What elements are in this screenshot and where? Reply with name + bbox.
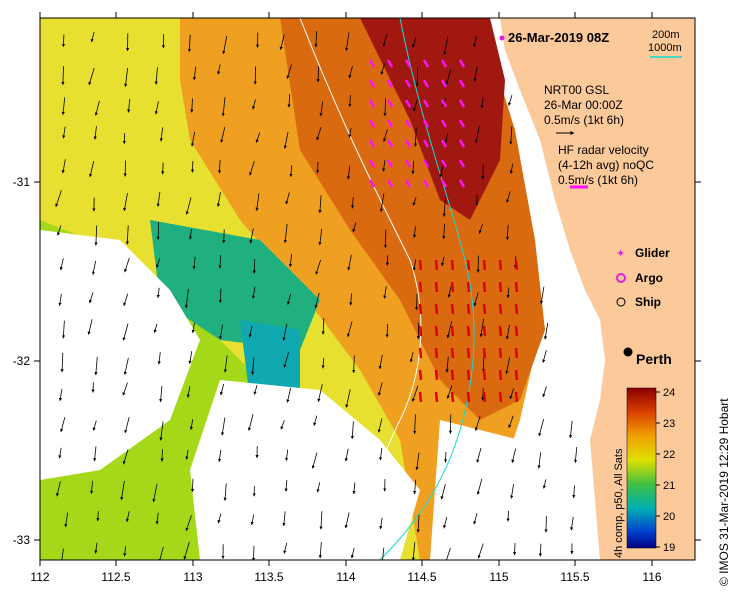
hf-radar-arrow-strong (500, 260, 501, 270)
x-tick-label: 114 (336, 570, 355, 584)
depth-legend-200: 200m (652, 29, 680, 41)
legend-glider: Glider (635, 246, 670, 260)
x-tick-label: 113 (183, 570, 202, 584)
model-velocity-arrow (387, 255, 388, 265)
hf-radar-arrow-strong (452, 348, 453, 358)
hf-radar-arrow-strong (420, 326, 421, 336)
hf-radar-arrow-strong (420, 370, 421, 380)
nrt-line-3: 0.5m/s (1kt 6h) (544, 113, 624, 127)
hf-radar-arrow-strong (436, 370, 437, 380)
hf-radar-arrow-strong (484, 282, 485, 292)
hf-line-3: 0.5m/s (1kt 6h) (558, 173, 638, 187)
colorbar-tick-label: 19 (663, 542, 675, 554)
hf-radar-arrow-strong (516, 260, 517, 270)
x-tick-label: 115.5 (560, 570, 589, 584)
colorbar-tick-label: 20 (663, 511, 675, 523)
hf-radar-arrow-strong (484, 370, 485, 380)
hf-radar-arrow-strong (452, 370, 453, 380)
glider-marker-icon: ✦ (616, 248, 625, 260)
hf-radar-arrow-strong (420, 392, 421, 402)
hf-radar-arrow-strong (468, 348, 469, 358)
hf-radar-arrow-strong (468, 260, 469, 270)
colorbar-tick-label: 24 (663, 387, 675, 399)
colorbar-bar (627, 388, 656, 548)
hf-radar-arrow-strong (484, 348, 485, 358)
hf-radar-arrow-strong (500, 304, 501, 314)
y-tick-label: -31 (13, 175, 31, 189)
depth-legend-1000: 1000m (648, 42, 682, 54)
hf-radar-arrow-strong (500, 348, 501, 358)
nrt-line-2: 26-Mar 00:00Z (544, 98, 623, 112)
hf-radar-arrow-strong (516, 392, 517, 402)
perth-label: Perth (636, 351, 672, 367)
hf-radar-arrow-strong (452, 326, 453, 336)
hf-radar-arrow-strong (436, 348, 437, 358)
hf-radar-arrow-strong (436, 392, 437, 402)
hf-radar-arrow-strong (420, 282, 421, 292)
hf-radar-arrow-strong (452, 260, 453, 270)
hf-radar-arrow-strong (468, 304, 469, 314)
hf-radar-arrow-strong (500, 282, 501, 292)
x-tick-label: 112.5 (101, 570, 130, 584)
hf-radar-arrow-strong (468, 326, 469, 336)
model-velocity-arrow (192, 479, 193, 492)
x-tick-label: 115 (489, 570, 508, 584)
model-velocity-arrow (483, 164, 484, 179)
hf-radar-arrow-strong (516, 326, 517, 336)
colorbar-tick-label: 21 (663, 480, 675, 492)
model-velocity-arrow (224, 230, 225, 243)
hf-radar-arrow-strong (436, 260, 437, 270)
credit-text: © IMOS 31-Mar-2019 12:29 Hobart (717, 398, 731, 586)
colorbar-tick-label: 22 (663, 449, 675, 461)
hf-radar-arrow-strong (484, 260, 485, 270)
x-tick-label: 113.5 (254, 570, 283, 584)
hf-radar-arrow-strong (420, 348, 421, 358)
model-velocity-arrow (387, 324, 388, 337)
colorbar-tick-label: 23 (663, 418, 675, 430)
y-tick-label: -33 (13, 533, 31, 547)
hf-radar-arrow-strong (484, 326, 485, 336)
hf-radar-arrow-strong (500, 392, 501, 402)
hf-radar-arrow-strong (468, 392, 469, 402)
y-tick-label: -32 (13, 354, 31, 368)
date-label: 26-Mar-2019 08Z (508, 30, 609, 45)
x-tick-label: 112 (30, 570, 49, 584)
x-tick-label: 116 (642, 570, 661, 584)
legend-argo: Argo (635, 271, 663, 285)
hf-radar-arrow-strong (452, 304, 453, 314)
model-velocity-arrow (158, 222, 159, 239)
date-dot (500, 36, 505, 41)
hf-radar-arrow-strong (500, 326, 501, 336)
hf-radar-arrow-strong (500, 370, 501, 380)
hf-radar-arrow-strong (516, 370, 517, 380)
nrt-line-1: NRT00 GSL (544, 83, 609, 97)
hf-radar-arrow-strong (484, 392, 485, 402)
hf-line-2: (4-12h avg) noQC (558, 158, 654, 172)
hf-radar-arrow-strong (516, 304, 517, 314)
hf-radar-arrow-strong (484, 304, 485, 314)
hf-radar-arrow-strong (436, 326, 437, 336)
model-velocity-arrow (514, 543, 515, 555)
hf-radar-arrow-strong (516, 282, 517, 292)
hf-radar-arrow-strong (420, 260, 421, 270)
hf-radar-arrow-strong (436, 304, 437, 314)
hf-radar-arrow-strong (436, 282, 437, 292)
hf-radar-arrow-strong (468, 370, 469, 380)
hf-radar-arrow-strong (468, 282, 469, 292)
hf-radar-arrow-strong (452, 282, 453, 292)
hf-radar-arrow-strong (516, 348, 517, 358)
colorbar-title: 4h comp, p50, All Sats (613, 448, 625, 558)
hf-line-1: HF radar velocity (558, 143, 649, 157)
x-tick-label: 114.5 (407, 570, 436, 584)
credit-strip: © IMOS 31-Mar-2019 12:29 Hobart (706, 300, 736, 590)
legend-ship: Ship (635, 295, 661, 309)
hf-radar-arrow-strong (452, 392, 453, 402)
perth-marker (624, 348, 633, 357)
hf-radar-arrow-strong (420, 304, 421, 314)
